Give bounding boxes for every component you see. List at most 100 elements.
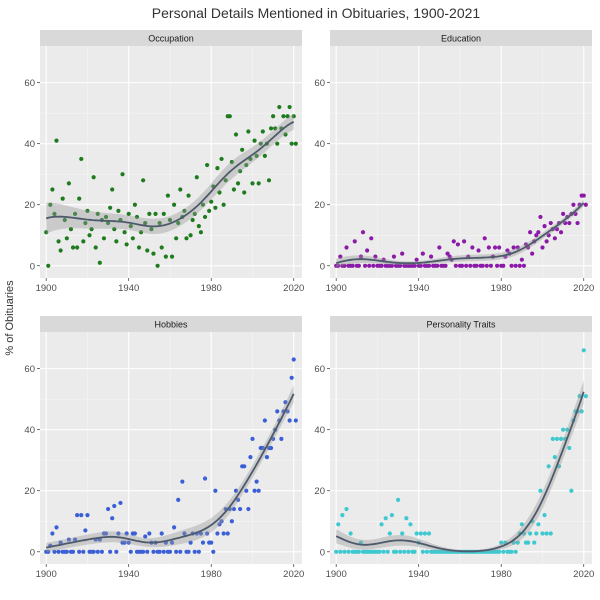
data-point — [132, 531, 137, 536]
y-tick-label: 40 — [24, 425, 35, 436]
data-point — [169, 254, 175, 259]
data-point — [426, 263, 432, 268]
data-point — [437, 245, 442, 250]
data-point — [202, 214, 208, 220]
x-tick-label: 2020 — [283, 569, 304, 580]
y-tick-label: 40 — [314, 425, 325, 436]
data-point — [530, 251, 535, 256]
data-point — [138, 230, 144, 235]
data-point — [161, 211, 166, 216]
panel-strip-label: Hobbies — [154, 320, 188, 330]
data-point — [134, 214, 140, 220]
data-point — [569, 488, 574, 493]
data-point — [342, 549, 347, 554]
data-point — [186, 193, 191, 198]
panel-strip — [40, 316, 302, 332]
data-point — [400, 531, 405, 536]
data-point — [75, 245, 80, 250]
data-point — [66, 181, 71, 186]
data-point — [492, 245, 498, 250]
confidence-band — [336, 199, 584, 268]
data-point — [291, 114, 296, 119]
data-point — [79, 513, 84, 518]
x-tick-label: 2020 — [573, 569, 594, 580]
data-point — [252, 488, 257, 493]
data-point — [128, 224, 133, 229]
data-point — [159, 245, 164, 250]
data-point — [552, 236, 557, 241]
data-point — [406, 549, 411, 554]
data-point — [145, 248, 150, 253]
data-point — [242, 190, 247, 195]
data-point — [205, 531, 210, 536]
data-point — [95, 211, 100, 216]
data-point — [219, 519, 224, 524]
data-point — [554, 227, 560, 232]
data-point — [178, 549, 183, 554]
data-point — [258, 141, 263, 146]
data-point — [548, 531, 553, 536]
data-point — [101, 236, 107, 241]
data-point — [217, 522, 222, 527]
data-point — [56, 239, 61, 244]
data-point — [377, 549, 382, 554]
data-point — [122, 230, 127, 235]
data-point — [238, 506, 243, 512]
data-point — [554, 436, 560, 441]
data-point — [50, 187, 55, 192]
x-tick-label: 2020 — [283, 283, 304, 294]
data-point — [202, 476, 208, 481]
panel-education: Education 1900 1940 1980 2020 0 20 40 60 — [314, 30, 594, 294]
data-point — [453, 263, 458, 268]
data-point — [561, 427, 566, 432]
data-point — [583, 394, 588, 399]
data-point — [352, 239, 357, 244]
data-point — [254, 479, 259, 484]
data-point — [178, 187, 183, 192]
data-point — [420, 251, 425, 256]
data-point — [85, 513, 90, 518]
data-point — [83, 528, 88, 533]
data-point — [163, 254, 168, 259]
x-tick-label: 1940 — [118, 283, 139, 294]
data-point — [77, 196, 82, 201]
data-point — [511, 245, 516, 250]
data-point — [167, 217, 173, 223]
data-point — [283, 132, 288, 137]
chart-title: Personal Details Mentioned in Obituaries… — [152, 5, 481, 21]
data-point — [418, 263, 423, 268]
data-point — [169, 540, 175, 545]
data-point — [414, 531, 419, 536]
data-point — [563, 220, 568, 226]
data-point — [455, 242, 461, 247]
trend-line — [46, 393, 295, 549]
data-point — [114, 239, 119, 244]
data-point — [470, 245, 475, 250]
data-point — [77, 549, 82, 554]
data-point — [91, 175, 96, 180]
y-tick-label: 0 — [320, 261, 325, 272]
y-tick-label: 40 — [24, 139, 35, 150]
data-point — [83, 220, 88, 226]
data-point — [542, 513, 547, 518]
data-point — [174, 549, 179, 554]
data-point — [540, 245, 545, 250]
data-point — [103, 531, 109, 536]
data-point — [244, 162, 249, 168]
data-point — [81, 239, 86, 244]
data-point — [546, 464, 551, 469]
data-point — [143, 534, 148, 539]
data-point — [145, 549, 150, 554]
data-point — [379, 263, 384, 268]
data-point — [180, 479, 185, 484]
data-point — [110, 516, 115, 521]
y-tick-label: 60 — [314, 364, 325, 375]
data-point — [385, 549, 390, 554]
data-point — [188, 540, 193, 545]
data-point — [515, 245, 520, 250]
y-tick-label: 60 — [24, 364, 35, 375]
data-point — [513, 549, 518, 554]
panel-strip-label: Personality Traits — [426, 320, 496, 330]
data-point — [95, 549, 100, 554]
data-point — [223, 178, 228, 183]
